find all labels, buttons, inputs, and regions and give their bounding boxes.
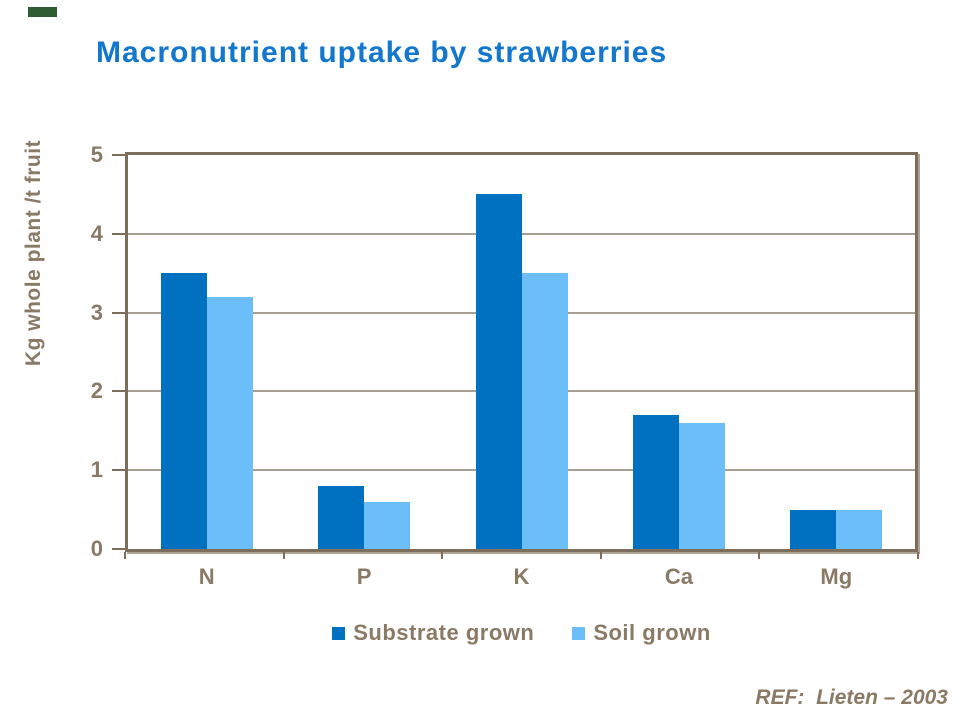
bar-soil-grown-p [364, 502, 410, 549]
legend: Substrate grown Soil grown [125, 620, 918, 646]
y-tick-label-3: 3 [90, 299, 103, 325]
x-category-label-p: P [356, 564, 372, 589]
x-tick-mark-3 [600, 552, 602, 559]
legend-swatch-soil-grown [572, 626, 586, 640]
legend-label-substrate-grown: Substrate grown [353, 620, 535, 645]
x-category-label-k: K [513, 564, 530, 589]
bar-substrate-grown-p [318, 486, 364, 549]
y-tick-mark-3 [112, 311, 125, 314]
bar-substrate-grown-ca [633, 415, 679, 549]
legend-item-substrate-grown: Substrate grown [332, 620, 534, 646]
y-tick-mark-0 [112, 548, 125, 550]
y-tick-mark-2 [112, 390, 125, 393]
y-tick-label-5: 5 [90, 142, 103, 167]
bar-soil-grown-k [522, 273, 568, 549]
chart-title: Macronutrient uptake by strawberries [96, 36, 668, 69]
y-tick-label-0: 0 [90, 536, 103, 561]
bar-substrate-grown-n [161, 273, 207, 549]
x-tick-mark-1 [283, 552, 285, 559]
plot-area [125, 152, 918, 552]
x-axis-labels: N P K Ca Mg [128, 564, 915, 590]
y-tick-label-4: 4 [90, 220, 103, 246]
legend-label-soil-grown: Soil grown [593, 620, 711, 645]
bar-substrate-grown-k [476, 194, 522, 549]
x-tick-mark-0 [124, 552, 126, 559]
bar-soil-grown-ca [679, 423, 725, 549]
x-category-label-n: N [198, 564, 215, 589]
x-tick-mark-5 [917, 552, 919, 559]
x-tick-mark-4 [758, 552, 760, 559]
x-tick-mark-2 [441, 552, 443, 559]
y-tick-mark-1 [112, 469, 125, 472]
bar-soil-grown-mg [836, 510, 882, 549]
bar-soil-grown-n [207, 297, 253, 549]
y-tick-mark-5 [112, 154, 125, 156]
legend-swatch-substrate-grown [332, 626, 346, 640]
legend-item-soil-grown: Soil grown [572, 620, 710, 646]
reference-citation: REF: Lieten – 2003 [755, 686, 948, 709]
slide-accent-bar [28, 7, 57, 17]
x-category-label-mg: Mg [820, 564, 853, 589]
x-category-label-ca: Ca [664, 564, 693, 589]
y-axis-labels: 0 1 2 3 4 5 [0, 144, 103, 560]
y-tick-label-1: 1 [90, 457, 103, 483]
y-tick-label-2: 2 [90, 378, 103, 404]
y-tick-mark-4 [112, 232, 125, 235]
bar-substrate-grown-mg [790, 510, 836, 549]
